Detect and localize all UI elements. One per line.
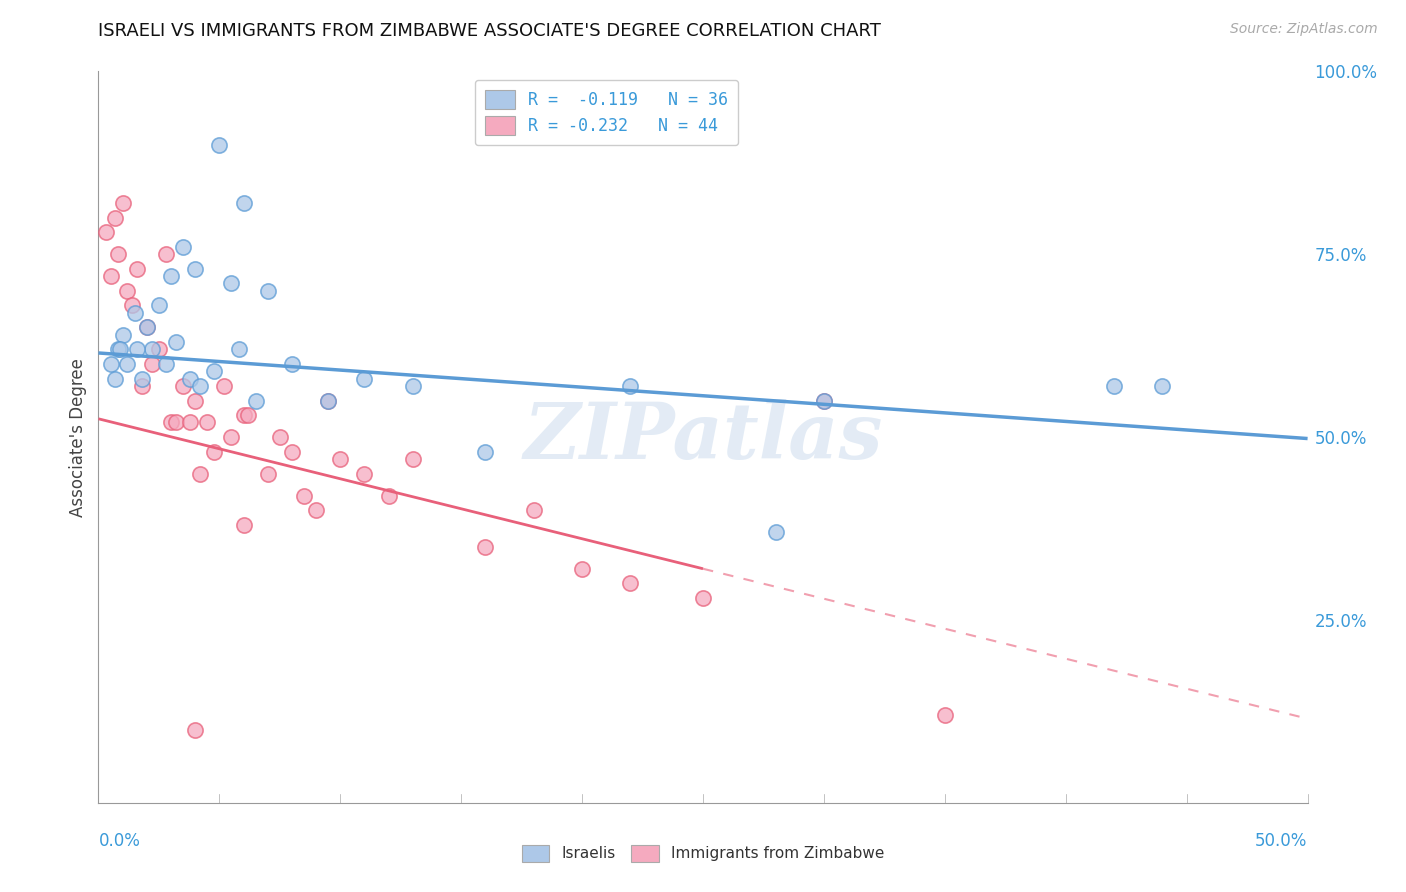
Point xyxy=(104,371,127,385)
Point xyxy=(100,357,122,371)
Text: 0.0%: 0.0% xyxy=(98,832,141,850)
Point xyxy=(127,343,149,357)
Point xyxy=(765,525,787,540)
Point xyxy=(228,343,250,357)
Point xyxy=(184,261,207,276)
Point xyxy=(104,211,127,225)
Point xyxy=(100,269,122,284)
Point xyxy=(179,416,201,430)
Point xyxy=(934,708,956,723)
Point xyxy=(188,379,211,393)
Point xyxy=(402,379,425,393)
Point xyxy=(121,298,143,312)
Point xyxy=(813,393,835,408)
Point xyxy=(148,343,170,357)
Point xyxy=(111,327,134,342)
Point xyxy=(155,357,177,371)
Point xyxy=(474,444,496,458)
Point xyxy=(329,452,352,467)
Point xyxy=(305,503,328,517)
Point xyxy=(107,343,129,357)
Point xyxy=(184,723,207,737)
Point xyxy=(160,416,183,430)
Text: ZIPatlas: ZIPatlas xyxy=(523,399,883,475)
Point xyxy=(221,430,243,444)
Point xyxy=(124,306,146,320)
Point xyxy=(474,540,496,554)
Point xyxy=(316,393,339,408)
Point xyxy=(232,517,254,532)
Point xyxy=(131,371,153,385)
Point xyxy=(1152,379,1174,393)
Text: Source: ZipAtlas.com: Source: ZipAtlas.com xyxy=(1230,22,1378,37)
Point xyxy=(377,489,399,503)
Legend: Israelis, Immigrants from Zimbabwe: Israelis, Immigrants from Zimbabwe xyxy=(516,838,890,868)
Point xyxy=(165,334,187,349)
Point xyxy=(141,357,163,371)
Point xyxy=(232,196,254,211)
Point xyxy=(256,467,278,481)
Point xyxy=(108,343,131,357)
Point xyxy=(155,247,177,261)
Point xyxy=(204,444,226,458)
Point xyxy=(523,503,546,517)
Point xyxy=(111,196,134,211)
Point xyxy=(402,452,425,467)
Point xyxy=(94,225,117,239)
Text: ISRAELI VS IMMIGRANTS FROM ZIMBABWE ASSOCIATE'S DEGREE CORRELATION CHART: ISRAELI VS IMMIGRANTS FROM ZIMBABWE ASSO… xyxy=(98,22,882,40)
Point xyxy=(813,393,835,408)
Point xyxy=(195,416,218,430)
Point xyxy=(281,444,304,458)
Point xyxy=(281,357,304,371)
Point xyxy=(117,284,139,298)
Text: 50.0%: 50.0% xyxy=(1256,832,1308,850)
Point xyxy=(208,137,231,152)
Point xyxy=(238,408,260,422)
Point xyxy=(148,298,170,312)
Point xyxy=(204,364,226,378)
Y-axis label: Associate's Degree: Associate's Degree xyxy=(69,358,87,516)
Point xyxy=(1102,379,1125,393)
Point xyxy=(172,379,194,393)
Point xyxy=(269,430,291,444)
Point xyxy=(316,393,339,408)
Point xyxy=(135,320,157,334)
Point xyxy=(619,379,641,393)
Point xyxy=(127,261,149,276)
Point xyxy=(184,393,207,408)
Point xyxy=(135,320,157,334)
Point xyxy=(131,379,153,393)
Point xyxy=(571,562,593,576)
Point xyxy=(165,416,187,430)
Point xyxy=(256,284,278,298)
Point xyxy=(692,591,714,605)
Point xyxy=(179,371,201,385)
Point xyxy=(221,277,243,291)
Point xyxy=(107,247,129,261)
Point xyxy=(353,371,375,385)
Point xyxy=(172,240,194,254)
Point xyxy=(160,269,183,284)
Point xyxy=(245,393,267,408)
Point xyxy=(188,467,211,481)
Point xyxy=(619,576,641,591)
Point xyxy=(292,489,315,503)
Point xyxy=(117,357,139,371)
Point xyxy=(353,467,375,481)
Point xyxy=(232,408,254,422)
Point xyxy=(212,379,235,393)
Point xyxy=(141,343,163,357)
